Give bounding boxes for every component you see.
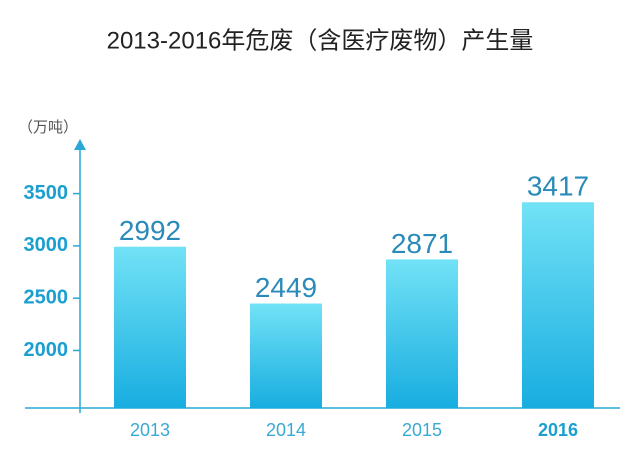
- bar: [386, 259, 458, 408]
- y-tick-label: 3000: [24, 234, 69, 256]
- value-label: 2871: [391, 228, 453, 259]
- y-axis-label: （万吨）: [18, 119, 78, 136]
- value-label: 2449: [255, 272, 317, 303]
- x-tick-label: 2016: [538, 420, 578, 440]
- x-tick-label: 2014: [266, 420, 306, 440]
- value-label: 3417: [527, 171, 589, 202]
- bar: [250, 303, 322, 408]
- y-tick-label: 3500: [24, 182, 69, 204]
- x-tick-label: 2015: [402, 420, 442, 440]
- y-tick-label: 2000: [24, 339, 69, 361]
- bar: [114, 246, 186, 408]
- y-tick-label: 2500: [24, 286, 69, 308]
- value-label: 2992: [119, 215, 181, 246]
- bar: [522, 202, 594, 408]
- y-axis-arrow: [74, 139, 86, 150]
- x-tick-label: 2013: [130, 420, 170, 440]
- chart-title: 2013-2016年危废（含医疗废物）产生量: [107, 27, 534, 54]
